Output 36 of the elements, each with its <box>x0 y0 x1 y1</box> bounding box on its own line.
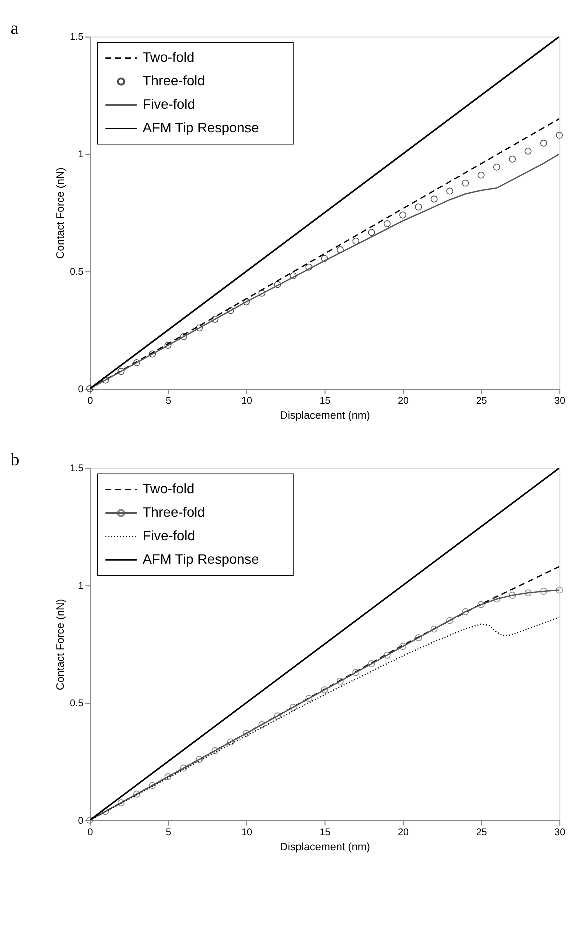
y-tick-label: 1.5 <box>70 464 84 475</box>
x-tick-label: 20 <box>398 828 410 839</box>
legend-label: Five-fold <box>142 528 196 544</box>
legend-label: Two-fold <box>142 50 195 66</box>
x-tick-label: 5 <box>166 828 172 839</box>
x-tick-label: 10 <box>242 396 254 408</box>
x-tick-label: 25 <box>476 828 488 839</box>
y-tick-label: 0.5 <box>70 698 84 710</box>
y-tick-label: 0 <box>78 816 84 827</box>
legend-label: Five-fold <box>142 97 196 112</box>
x-tick-label: 30 <box>554 396 566 408</box>
y-tick-label: 1.5 <box>70 32 84 44</box>
legend-label: AFM Tip Response <box>142 552 260 568</box>
chart-title: a <box>10 18 19 38</box>
legend-label: Three-fold <box>142 505 206 520</box>
x-tick-label: 5 <box>166 396 172 408</box>
x-tick-label: 30 <box>554 828 566 839</box>
x-tick-label: 15 <box>320 396 332 408</box>
y-tick-label: 0 <box>78 384 84 396</box>
x-axis-title: Displacement (nm) <box>280 841 370 854</box>
legend-label: AFM Tip Response <box>142 120 260 136</box>
x-axis-title: Displacement (nm) <box>280 410 370 422</box>
x-tick-label: 0 <box>88 828 94 839</box>
chart-title: b <box>10 449 20 470</box>
x-tick-label: 20 <box>398 396 410 408</box>
y-tick-label: 1 <box>78 581 84 592</box>
y-axis-title: Contact Force (nN) <box>55 168 68 260</box>
x-tick-label: 0 <box>88 396 94 408</box>
y-axis-title: Contact Force (nN) <box>55 599 68 691</box>
y-tick-label: 1 <box>78 150 84 161</box>
x-tick-label: 10 <box>242 828 254 839</box>
legend-label: Three-fold <box>142 74 206 89</box>
legend-label: Two-fold <box>142 482 195 497</box>
x-tick-label: 15 <box>320 828 332 839</box>
y-tick-label: 0.5 <box>70 267 84 278</box>
x-tick-label: 25 <box>476 396 488 408</box>
